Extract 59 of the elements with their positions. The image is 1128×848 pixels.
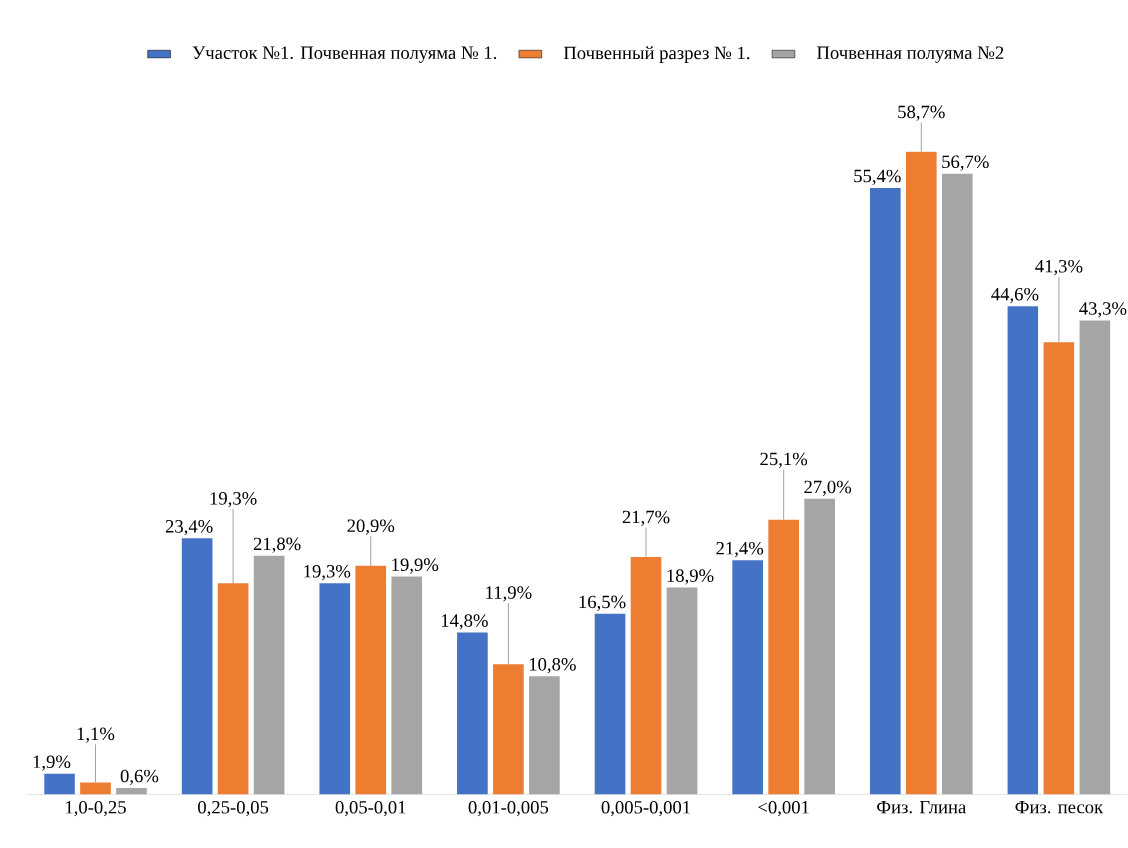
data-label: 44,6% [991,288,1039,304]
x-tick-label: 0,01-0,005 [468,801,549,817]
x-tick-label: 0,05-0,01 [335,801,406,817]
bar [804,498,835,795]
bar [391,576,423,795]
data-label: 21,8% [253,537,301,553]
data-label: 0,6% [120,769,159,786]
data-label: 27,0% [804,480,852,497]
x-tick-label: 0,005-0,001 [601,801,690,817]
legend-label: Участок №1. Почвенная полуяма № 1. [192,46,497,63]
bar [44,773,75,795]
x-tick-label: <0,001 [758,801,809,817]
data-label: 18,9% [667,569,714,585]
bar [1007,306,1039,795]
bar [732,560,763,795]
bar [941,173,973,795]
data-label: 21,4% [716,542,764,558]
data-label: 41,3% [1035,260,1083,276]
bar [869,187,901,795]
data-label: 25,1% [760,452,808,469]
data-label: 19,9% [392,558,439,574]
bar [529,676,560,795]
bar [181,538,213,795]
data-label: 14,8% [441,614,488,630]
legend-label: Почвенный разрез № 1. [563,46,750,64]
bar [217,583,249,795]
bar [319,583,351,795]
data-label: 23,4% [165,520,213,536]
bar [666,587,698,795]
bar [355,565,387,795]
data-label: 11,9% [486,586,532,602]
data-label: 19,3% [210,492,257,508]
bar [493,664,524,795]
x-tick-label: Физ. песок [1015,801,1104,814]
data-label: 1,1% [77,727,115,743]
bar [80,782,111,795]
legend-label: Почвенная полуяма №2 [817,46,1004,63]
data-label: 43,3% [1079,302,1127,318]
data-label: 16,5% [579,595,626,611]
bar [1043,342,1075,795]
bar [630,556,662,795]
x-tick-label: 0,25-0,05 [198,801,269,817]
bar [905,151,937,795]
data-label: 19,3% [304,565,351,581]
bar [768,519,799,795]
bar [457,632,488,795]
data-label: 55,4% [854,169,901,186]
data-label: 21,7% [622,510,670,527]
data-label: 58,7% [898,105,945,121]
data-label: 10,8% [529,658,576,674]
data-label: 1,9% [33,755,71,771]
data-label: 20,9% [347,519,395,535]
bar [253,555,285,795]
x-tick-label: 1,0-0,25 [66,801,126,817]
data-label: 56,7% [942,155,989,171]
x-tick-label: Физ. Глина [877,801,967,814]
bar [116,788,147,795]
bar [594,613,626,795]
bar [1079,320,1111,795]
